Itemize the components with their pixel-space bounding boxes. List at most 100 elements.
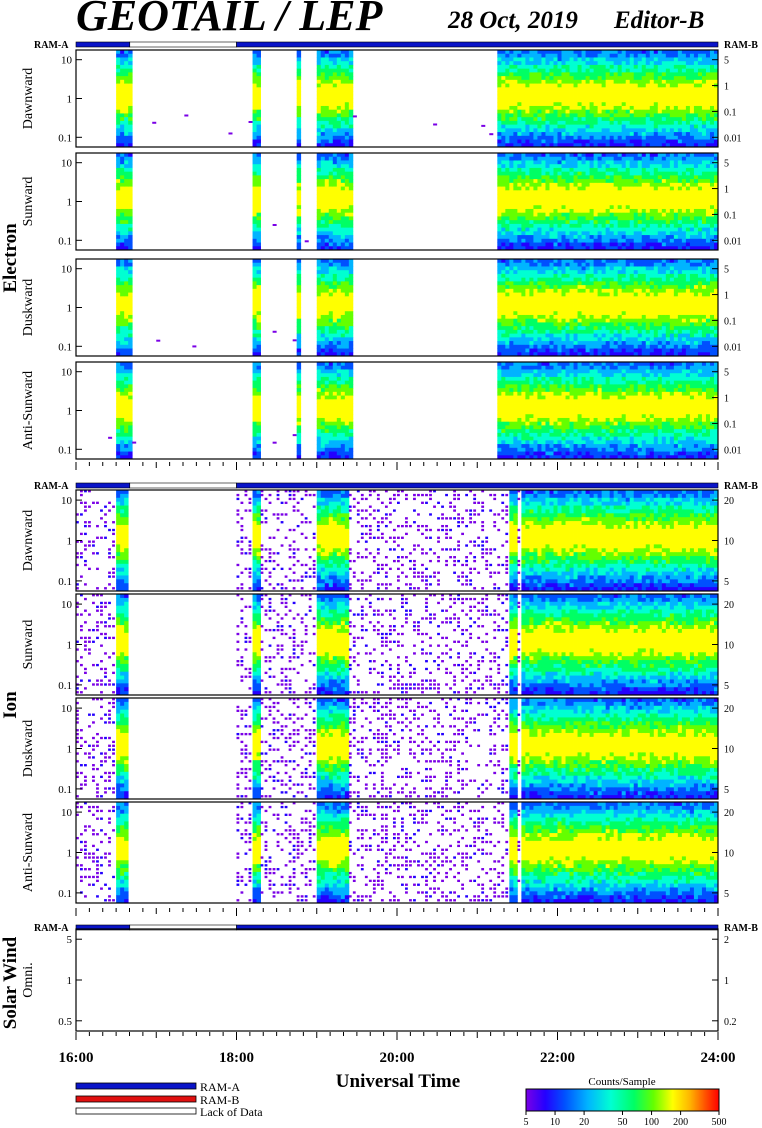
electron-dawnward-cell — [513, 139, 518, 144]
electron-sunward-cell — [549, 246, 554, 251]
electron-sunward-cell — [625, 175, 631, 180]
electron-dawnward-cell — [557, 109, 562, 114]
electron-sunward-cell — [128, 182, 133, 187]
electron-dawnward-cell — [541, 105, 546, 111]
electron-sunward-cell — [713, 179, 719, 184]
electron-sunward-cell — [320, 242, 326, 247]
electron-dawnward-cell — [316, 102, 322, 107]
electron-dawnward-cell — [649, 128, 655, 133]
electron-sunward-cell — [124, 216, 129, 221]
electron-dawnward-cell — [593, 50, 599, 55]
electron-dawnward-cell — [521, 83, 526, 88]
electron-duskward-cell — [517, 285, 522, 290]
electron-sunward-cell — [517, 223, 522, 229]
electron-duskward-cell — [316, 341, 322, 346]
electron-duskward-cell — [316, 329, 322, 335]
electron-sunward-cell — [340, 182, 346, 187]
electron-dawnward-cell — [513, 68, 518, 73]
electron-dawnward-cell — [585, 72, 590, 77]
electron-duskward-cell — [537, 303, 542, 308]
electron-sunward-cell — [340, 167, 346, 173]
electron-duskward-cell — [601, 281, 607, 286]
electron-sunward-cell — [649, 156, 655, 161]
electron-sunward-cell — [128, 190, 133, 195]
electron-duskward-cell — [316, 311, 322, 316]
electron-dawnward-cell — [589, 124, 595, 129]
electron-sunward-cell — [537, 179, 542, 184]
electron-dawnward-cell — [705, 135, 711, 140]
electron-duskward-cell — [581, 300, 586, 305]
electron-dawnward-cell — [609, 143, 615, 148]
electron-sunward-cell — [557, 212, 562, 217]
electron-sunward-cell — [713, 216, 719, 221]
electron-dawnward-cell — [569, 117, 574, 122]
electron-sunward-cell — [673, 205, 679, 210]
electron-sunward-cell — [553, 238, 558, 243]
electron-dawnward-cell — [509, 124, 514, 129]
electron-dawnward-cell — [685, 72, 691, 77]
electron-sunward-cell — [685, 164, 691, 169]
electron-duskward-cell — [316, 337, 322, 342]
electron-duskward-cell — [124, 277, 129, 282]
electron-dawnward-cell — [685, 102, 691, 107]
electron-dawnward-cell — [553, 64, 558, 70]
electron-sunward-cell — [673, 175, 679, 180]
electron-dawnward-cell — [348, 143, 354, 148]
electron-sunward-cell — [713, 246, 719, 251]
electron-duskward-cell — [537, 348, 542, 353]
electron-dawnward-cell — [681, 94, 687, 99]
electron-sunward-cell — [705, 208, 711, 214]
electron-dawnward-cell — [521, 79, 526, 84]
electron-sunward-cell — [332, 201, 338, 206]
electron-dawnward-cell — [553, 124, 558, 129]
electron-dawnward-cell — [601, 120, 607, 126]
electron-dawnward-cell — [332, 120, 338, 126]
electron-dawnward-cell — [533, 61, 538, 66]
electron-sunward-cell — [657, 208, 663, 214]
electron-dawnward-cell — [541, 64, 546, 70]
electron-duskward-cell — [340, 288, 346, 293]
electron-sunward-cell — [537, 220, 542, 225]
electron-dawnward-cell — [581, 120, 586, 126]
electron-duskward-cell — [609, 259, 615, 264]
electron-dawnward-cell — [545, 61, 550, 66]
electron-sunward-cell — [340, 186, 346, 191]
electron-sunward-cell — [625, 246, 631, 251]
electron-dawnward-cell — [669, 105, 675, 111]
electron-sunward-cell — [252, 238, 257, 243]
electron-duskward-cell — [328, 326, 334, 331]
electron-duskward-cell — [332, 341, 338, 346]
electron-dawnward-cell — [685, 87, 691, 92]
electron-sunward-cell — [685, 182, 691, 187]
electron-sunward-cell — [601, 201, 607, 206]
electron-duskward-cell — [513, 326, 518, 331]
electron-sunward-cell — [348, 235, 354, 240]
electron-sunward-cell — [332, 164, 338, 169]
electron-sunward-cell — [577, 182, 582, 187]
electron-dawnward-cell — [497, 139, 502, 144]
electron-sunward-cell — [328, 201, 334, 206]
electron-dawnward-cell — [320, 61, 326, 66]
electron-dawnward-cell — [517, 98, 522, 103]
electron-duskward-cell — [613, 314, 619, 320]
electron-sunward-cell — [324, 190, 330, 195]
electron-dawnward-cell — [613, 68, 619, 73]
electron-duskward-cell — [501, 318, 506, 323]
electron-duskward-cell — [328, 348, 334, 353]
electron-duskward-cell — [617, 318, 623, 323]
electron-sunward-cell — [629, 223, 635, 229]
electron-sunward-cell — [685, 167, 691, 173]
electron-duskward-cell — [332, 277, 338, 282]
electron-sunward-cell — [661, 175, 667, 180]
electron-duskward-cell — [328, 288, 334, 293]
electron-dawnward-cell — [617, 79, 623, 84]
electron-dawnward-cell — [505, 72, 510, 77]
electron-dawnward-cell — [613, 105, 619, 111]
electron-duskward-cell — [509, 292, 514, 297]
electron-sunward-cell — [116, 220, 121, 225]
electron-sunward-cell — [316, 227, 322, 232]
electron-sunward-cell — [344, 205, 350, 210]
electron-duskward-cell — [541, 344, 546, 349]
electron-sunward-cell — [677, 231, 683, 236]
electron-sunward-cell — [613, 231, 619, 236]
